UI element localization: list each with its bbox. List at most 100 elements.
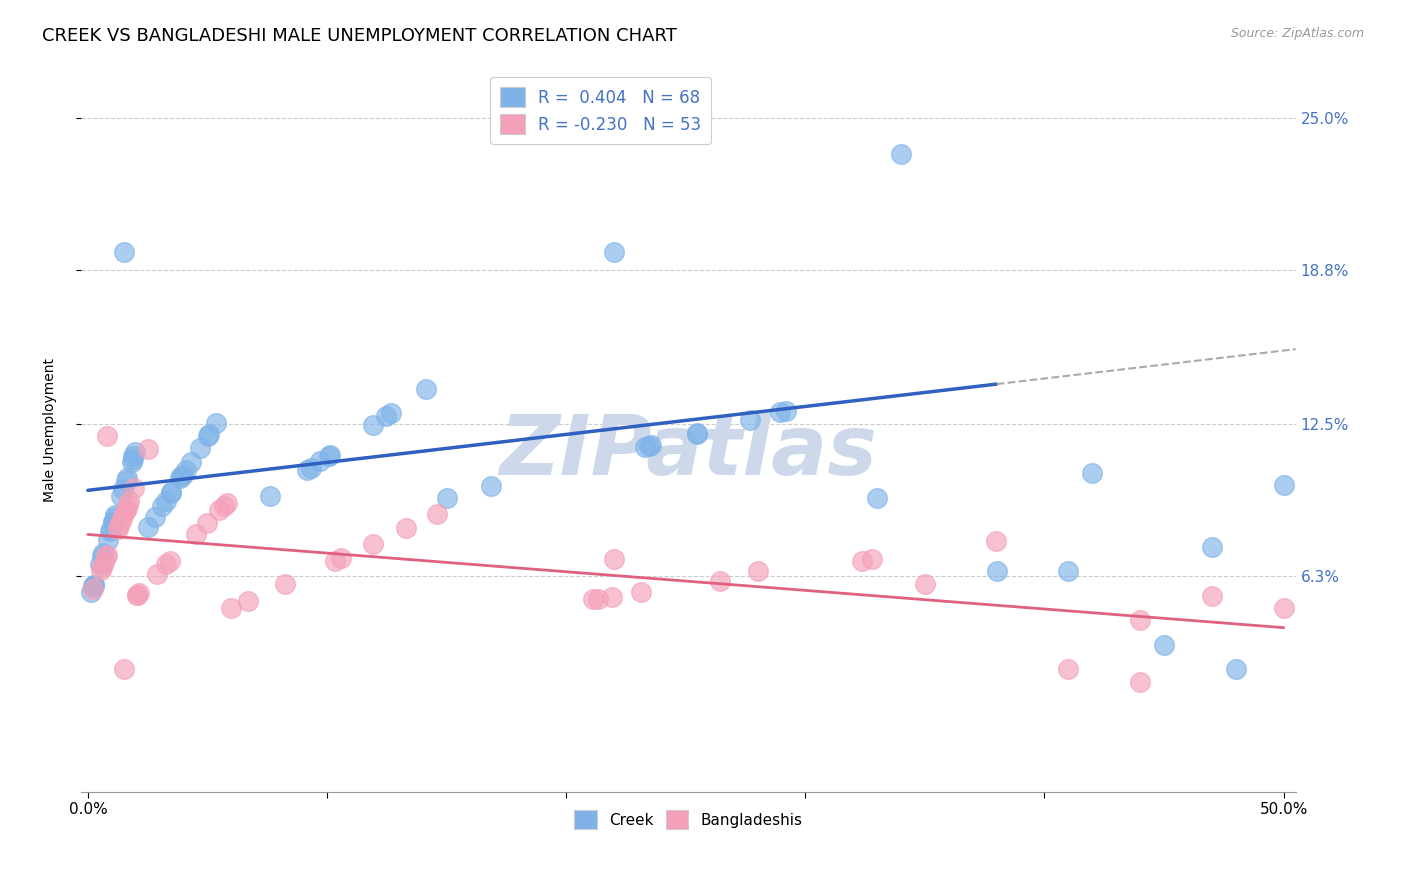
Point bbox=[862, 552, 884, 566]
Point bbox=[159, 554, 181, 568]
Point bbox=[174, 463, 197, 477]
Point bbox=[330, 551, 353, 566]
Point bbox=[319, 448, 342, 462]
Point bbox=[91, 560, 114, 574]
Point bbox=[169, 471, 191, 485]
Point bbox=[138, 520, 160, 534]
Point bbox=[159, 486, 181, 500]
Point bbox=[1057, 662, 1080, 676]
Legend: Creek, Bangladeshis: Creek, Bangladeshis bbox=[568, 804, 808, 835]
Point bbox=[124, 482, 146, 496]
Point bbox=[112, 662, 135, 676]
Point bbox=[259, 489, 281, 503]
Point bbox=[768, 405, 790, 419]
Point bbox=[436, 491, 458, 505]
Point bbox=[603, 245, 626, 260]
Point bbox=[775, 403, 797, 417]
Point bbox=[914, 576, 936, 591]
Point bbox=[101, 515, 124, 529]
Point bbox=[640, 438, 662, 452]
Point bbox=[586, 591, 609, 606]
Point bbox=[124, 445, 146, 459]
Point bbox=[150, 499, 173, 513]
Point bbox=[866, 491, 889, 505]
Point bbox=[110, 514, 132, 528]
Point bbox=[91, 549, 114, 564]
Point bbox=[108, 518, 131, 533]
Point bbox=[94, 550, 117, 565]
Point bbox=[479, 479, 502, 493]
Point bbox=[1153, 638, 1175, 652]
Point bbox=[104, 508, 127, 522]
Point bbox=[323, 554, 346, 568]
Point bbox=[114, 503, 136, 517]
Point bbox=[198, 426, 221, 441]
Point bbox=[1201, 540, 1223, 554]
Point bbox=[93, 546, 115, 560]
Point bbox=[630, 585, 652, 599]
Point bbox=[96, 548, 118, 562]
Point bbox=[160, 484, 183, 499]
Point bbox=[125, 588, 148, 602]
Point bbox=[236, 593, 259, 607]
Point bbox=[215, 496, 238, 510]
Point bbox=[97, 533, 120, 547]
Point bbox=[118, 494, 141, 508]
Point bbox=[195, 516, 218, 530]
Point bbox=[188, 442, 211, 456]
Point bbox=[170, 469, 193, 483]
Point bbox=[197, 429, 219, 443]
Point bbox=[112, 483, 135, 497]
Point bbox=[221, 601, 243, 615]
Point bbox=[1272, 478, 1295, 492]
Point bbox=[82, 582, 104, 597]
Point bbox=[121, 451, 143, 466]
Point bbox=[208, 503, 231, 517]
Point bbox=[155, 558, 177, 572]
Point bbox=[1081, 466, 1104, 480]
Point bbox=[184, 527, 207, 541]
Point bbox=[318, 449, 340, 463]
Point bbox=[361, 418, 384, 433]
Point bbox=[637, 439, 659, 453]
Point bbox=[747, 564, 769, 578]
Point bbox=[143, 509, 166, 524]
Point bbox=[395, 521, 418, 535]
Point bbox=[96, 429, 118, 443]
Point bbox=[114, 474, 136, 488]
Point bbox=[686, 426, 709, 441]
Point bbox=[82, 579, 104, 593]
Point bbox=[117, 498, 139, 512]
Point bbox=[603, 552, 626, 566]
Point bbox=[128, 585, 150, 599]
Point bbox=[738, 413, 761, 427]
Point bbox=[309, 454, 332, 468]
Point bbox=[984, 534, 1007, 549]
Point bbox=[155, 493, 177, 508]
Point bbox=[375, 409, 398, 424]
Point bbox=[297, 463, 319, 477]
Point bbox=[101, 515, 124, 529]
Point bbox=[1225, 662, 1247, 676]
Point bbox=[107, 522, 129, 536]
Point bbox=[600, 590, 623, 604]
Point bbox=[299, 460, 322, 475]
Point bbox=[890, 147, 912, 161]
Point bbox=[104, 509, 127, 524]
Point bbox=[110, 489, 132, 503]
Point bbox=[415, 382, 437, 396]
Point bbox=[986, 564, 1008, 578]
Point bbox=[83, 577, 105, 591]
Text: Source: ZipAtlas.com: Source: ZipAtlas.com bbox=[1230, 27, 1364, 40]
Point bbox=[112, 509, 135, 524]
Point bbox=[83, 578, 105, 592]
Point bbox=[80, 585, 103, 599]
Point bbox=[114, 503, 136, 517]
Point bbox=[90, 563, 112, 577]
Point bbox=[125, 588, 148, 602]
Point bbox=[100, 522, 122, 536]
Point bbox=[361, 536, 384, 550]
Y-axis label: Male Unemployment: Male Unemployment bbox=[44, 359, 58, 502]
Point bbox=[709, 574, 731, 588]
Point bbox=[172, 467, 194, 482]
